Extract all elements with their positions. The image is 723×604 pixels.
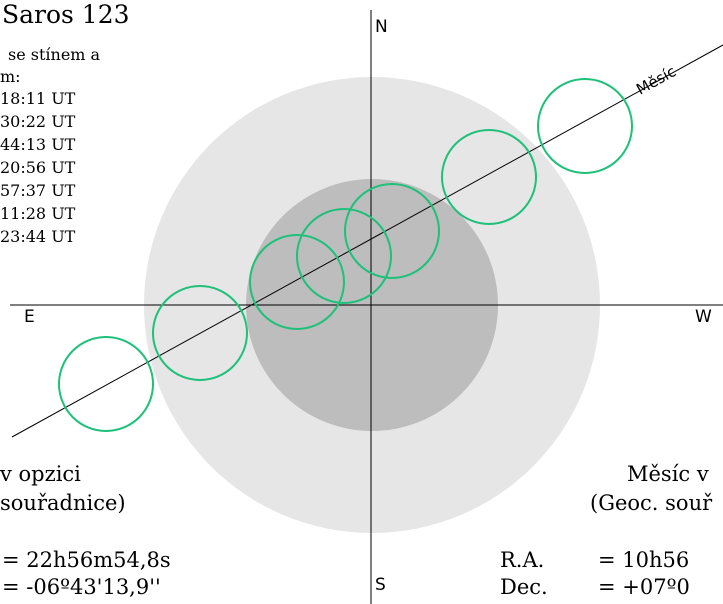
moon-positions [58,78,633,432]
sun-ra-value: = 22h56m54,8s [2,548,171,572]
moon-dec-label: Dec. [500,575,548,599]
contact-times-list: se stínem a m: 18:11 UT 30:22 UT 44:13 U… [0,45,101,246]
moon-position-5 [344,183,440,279]
contact-time: 57:37 UT [0,181,76,200]
contact-time: 23:44 UT [0,227,76,246]
sun-coordinates-block: v opzici souřadnice) = 22h56m54,8s = -06… [0,462,171,599]
moon-dec-value: = +07º0 [598,575,690,599]
east-label: E [24,307,35,327]
moon-position-1 [58,336,154,432]
contact-time: 18:11 UT [0,89,76,108]
moon-path-label: Měsíc [633,62,679,98]
contacts-heading-line2: m: [0,67,21,86]
moon-position-6 [441,129,537,225]
contact-time: 20:56 UT [0,158,76,177]
moon-position-7 [537,78,633,174]
north-label: N [375,17,388,37]
sun-dec-value: = -06º43'13,9'' [2,575,161,599]
saros-title: Saros 123 [2,0,130,29]
moon-block-heading: Měsíc v [627,462,709,486]
moon-ra-label: R.A. [500,548,544,572]
west-label: W [695,307,712,327]
contact-time: 30:22 UT [0,112,76,131]
moon-position-2 [152,285,248,381]
sun-block-subheading: souřadnice) [0,491,126,515]
moon-coordinates-block: Měsíc v (Geoc. souř R.A. = 10h56 Dec. = … [500,462,713,599]
moon-ra-value: = 10h56 [598,548,689,572]
moon-position-3 [249,234,345,330]
moon-path-line [11,44,723,438]
moon-position-4 [296,208,392,304]
moon-block-subheading: (Geoc. souř [590,491,713,515]
contact-time: 11:28 UT [0,204,76,223]
sun-block-heading: v opzici [0,462,81,486]
contacts-heading-line1: se stínem a [8,45,101,64]
south-label: S [375,575,386,595]
contact-time: 44:13 UT [0,135,76,154]
